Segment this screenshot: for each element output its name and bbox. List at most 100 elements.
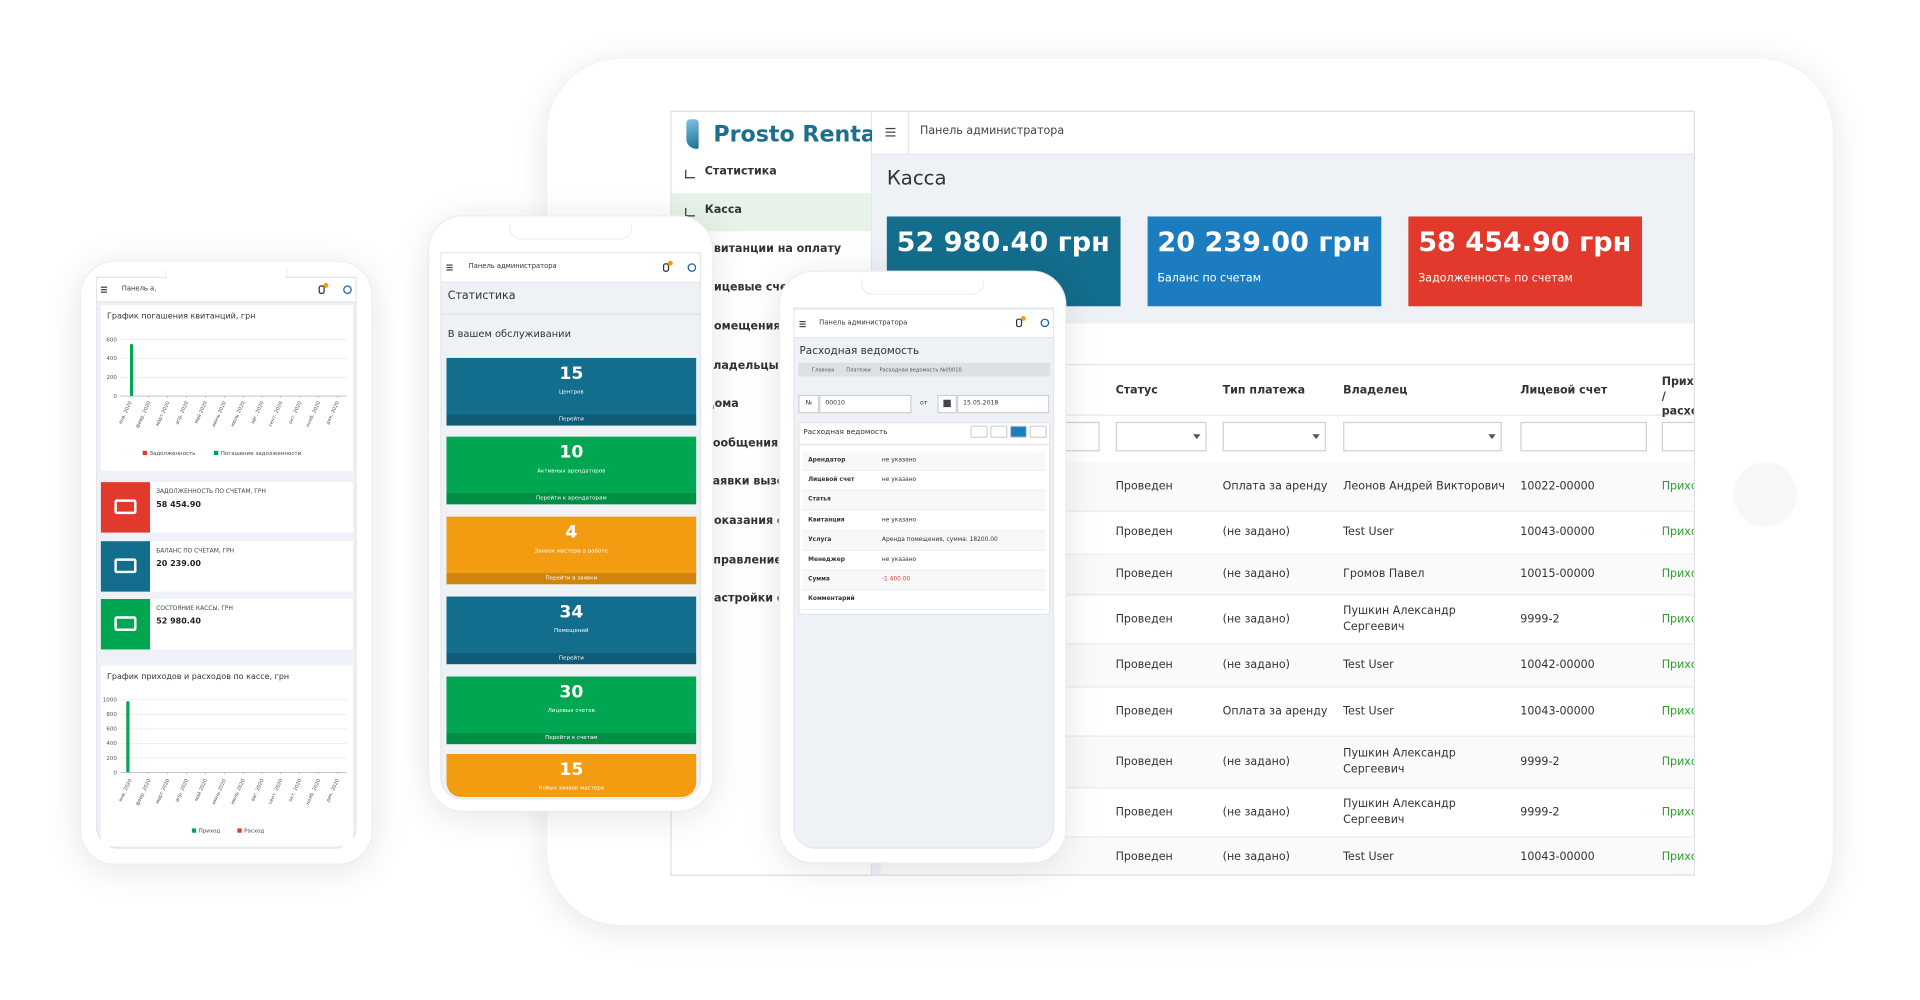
stat-tile: 30 Лицевых счетов Перейти к счетам [446,676,697,745]
y-tick-label: 600 [106,337,117,343]
legend-label: Погашение задолженности [221,451,302,457]
tablet-home-button [1734,462,1796,524]
stat-tile: 15 Новых заявок мастера [446,753,697,798]
menu-icon-bar [799,325,806,327]
page-title: Статистика [447,290,516,303]
y-tick-label: 800 [106,712,117,718]
breadcrumb-item: Главная [811,365,835,373]
panel-title: Расходная ведомость [803,428,888,437]
table-row [880,788,1694,838]
table-cell: Приход [1661,755,1694,769]
tile-value: 30 [559,682,584,703]
table-header: Приход / расход [1661,376,1694,419]
chart: 0 200 400 600 янв. 2020 февр. 2020 март 2020 ап… [106,337,347,457]
x-tick-label: апр. 2020 [174,778,190,803]
toolbar-button [990,425,1008,438]
page-title: Касса [886,166,947,190]
money-icon [114,499,137,515]
x-tick-label: нояб. 2020 [305,401,322,429]
filter-select [1343,421,1502,452]
menu-icon-bar [100,290,108,293]
table-cell: Test User [1343,705,1394,718]
date-label: от [920,399,928,408]
table-cell: Проведен [1115,806,1173,819]
bar [126,701,130,773]
field-label: Комментарий [808,597,855,604]
x-tick-label: июнь 2020 [211,401,228,428]
chart: 0 200 400 600 800 1000 янв. 2020 февр. 2020 март… [103,698,347,835]
tile-value: 15 [559,760,584,780]
phone-notch [509,223,633,240]
number-label: № [805,399,813,407]
table-cell: Оплата за аренду [1222,480,1328,493]
stat-icon-box [100,482,151,533]
phone-notch [861,279,984,296]
field-row [801,531,1046,551]
select-caret [1488,434,1496,440]
table-row [880,512,1694,555]
panel-divider [798,444,1051,446]
tile-label: Центров [558,389,584,397]
calendar-icon [943,399,951,408]
summary-label: Задолженность по счетам [1418,273,1573,286]
tile-label: Активных арендаторов [537,468,606,475]
notify-badge [667,260,673,266]
sidebar-item: Статистика [672,154,871,192]
topbar-title: Панель а, [121,285,157,293]
table-cell: Test User [1343,850,1394,863]
money-icon [114,557,137,573]
stat-value: 52 980.40 [156,616,201,627]
summary-card: 20 239.00 грн Баланс по счетам [1147,216,1382,307]
filter-select [1115,421,1207,452]
topbar [441,253,700,283]
menu-icon-bar [885,134,896,137]
field-row [801,511,1046,531]
tile-value: 34 [559,602,584,623]
tile-footer: Перейти к арендаторам [446,493,697,505]
table-cell: 9999-2 [1520,613,1560,626]
field-label: Менеджер [808,557,845,564]
field-label: Квитанция [808,517,845,524]
table-cell: Проведен [1115,850,1173,863]
legend-swatch [191,828,197,833]
money-icon [114,616,137,631]
chart-card [100,305,354,472]
y-tick-label: 200 [106,756,117,762]
field-row [801,451,1046,472]
summary-card: 58 454.90 грн Задолженность по счетам [1408,216,1643,307]
number-addon [798,394,820,414]
y-tick-label: 400 [106,741,117,747]
y-tick-label: 200 [106,375,117,381]
x-tick-label: нояб. 2020 [305,778,322,806]
menu-icon-bar [885,131,896,133]
y-tick-label: 400 [106,356,117,362]
field-label: Статья [808,497,831,504]
stat-tile: 4 Заявок мастера в работе Перейти в заявки [446,516,697,585]
table-cell: Проведен [1115,568,1173,581]
tile-link: Перейти к арендаторам [536,495,607,502]
field-label: Сумма [808,577,830,584]
field-row [801,471,1046,492]
x-tick-label: февр. 2020 [135,401,153,430]
field-value: не указано [881,517,917,524]
x-tick-label: авг. 2020 [250,778,266,802]
user-icon [343,285,352,294]
table-cell: 10043-00000 [1520,705,1595,718]
table-cell: Приход [1661,806,1694,819]
toolbar-button [1009,425,1028,438]
notify-badge [323,282,329,288]
x-tick-label: март 2020 [155,778,172,805]
summary-value: 52 980.40 грн [896,227,1110,259]
x-tick-label: июнь 2020 [211,778,228,805]
legend-swatch [237,828,242,833]
y-tick-label: 0 [113,770,117,776]
tile-link: Перейти [558,416,584,423]
tile-footer: Перейти в заявки [446,573,697,585]
x-tick-label: окт. 2020 [288,401,304,426]
page-title: Расходная ведомость [799,345,920,358]
bar [129,344,134,397]
stat-label: СОСТОЯНИЕ КАССЫ, ГРН [156,606,233,613]
table-cell: (не задано) [1222,613,1290,626]
stat-icon-box [100,599,151,650]
